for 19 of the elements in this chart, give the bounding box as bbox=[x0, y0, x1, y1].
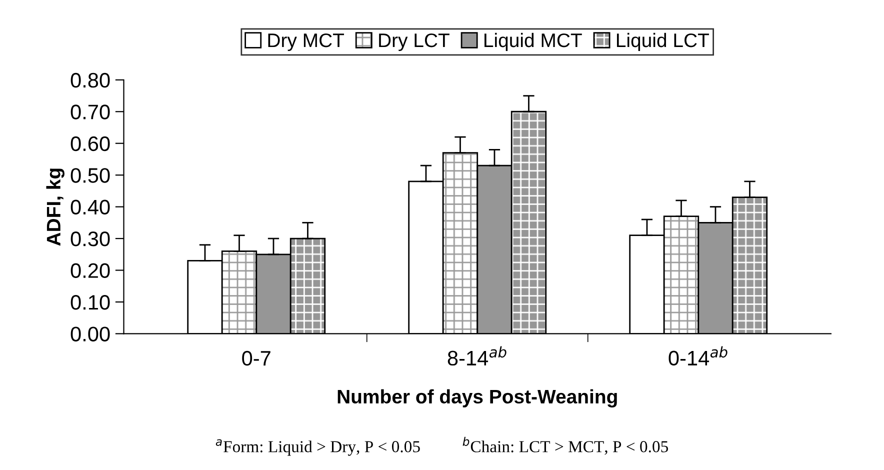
y-tick-label: 0.20 bbox=[70, 263, 110, 278]
y-tick-label: 0.10 bbox=[70, 294, 110, 310]
y-tick-label: 0.50 bbox=[70, 168, 110, 183]
legend-label: Liquid LCT bbox=[616, 32, 709, 52]
y-tick-label: 0.00 bbox=[70, 326, 110, 342]
legend-label: Dry LCT bbox=[379, 33, 450, 52]
x-tick-label: 8-14$^{ab}$ bbox=[448, 346, 506, 366]
legend-label: Liquid MCT bbox=[484, 32, 582, 52]
x-tick-label: 0-14$^{ab}$ bbox=[668, 346, 728, 366]
y-tick-label: 0.80 bbox=[70, 72, 110, 88]
y-tick-label: 0.40 bbox=[70, 200, 110, 215]
y-axis-title: ADFI, kg bbox=[46, 168, 64, 246]
y-tick-label: 0.60 bbox=[70, 136, 110, 152]
legend-label: Dry MCT bbox=[268, 33, 344, 52]
text: $^{a}$Form: Liquid > Dry, P < 0.05 $^{b}$Chain: LCT > MCT, P < 0.05 bbox=[216, 436, 668, 456]
x-axis-title: Number of days Post-Weaning bbox=[338, 389, 617, 408]
y-tick-label: 0.30 bbox=[70, 232, 110, 246]
y-tick-label: 0.70 bbox=[70, 104, 110, 120]
x-tick-label: 0-7 bbox=[242, 350, 270, 366]
